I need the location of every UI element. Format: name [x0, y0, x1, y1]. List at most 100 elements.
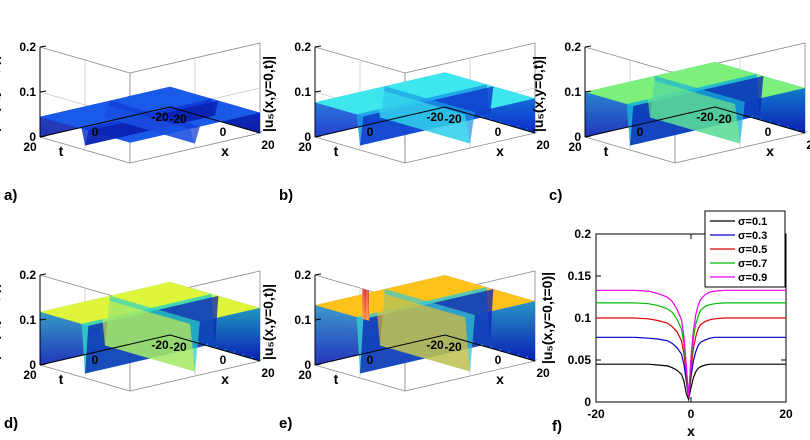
z-tick	[39, 273, 47, 276]
t-axis-label: t	[334, 143, 339, 159]
t-tick-label: -20	[426, 110, 444, 124]
z-axis-label: |u₅(x,y=0,t)|	[0, 56, 1, 132]
x-tick-label: 20	[261, 138, 275, 152]
t-tick-label: 0	[92, 353, 99, 367]
x-axis-label: x	[687, 423, 695, 439]
legend-entry: σ=0.9	[738, 272, 767, 284]
t-tick-label: 0	[92, 125, 99, 139]
mesh-line	[804, 130, 808, 134]
z-tick	[314, 135, 322, 138]
axis-edge	[169, 334, 261, 362]
panel-label: e)	[279, 415, 292, 432]
trough-wall	[375, 291, 470, 372]
z-axis-label: |u₅(x,y=0,t)|	[0, 284, 1, 360]
z-tick	[39, 45, 47, 48]
y-tick-label: 0.2	[574, 227, 591, 241]
axis-edge	[39, 334, 171, 366]
z-tick	[584, 45, 592, 48]
legend-entry: σ=0.5	[738, 244, 767, 256]
x-tick-label: 20	[261, 366, 275, 380]
z-tick-label: 0.2	[564, 40, 581, 54]
peak-spike	[362, 288, 369, 321]
panel-label: b)	[279, 187, 293, 204]
axis-edge	[314, 106, 446, 138]
z-tick-label: 0.2	[294, 268, 311, 282]
x-tick-label: -20	[169, 340, 187, 354]
t-tick-label: 20	[298, 140, 312, 154]
z-tick-label: 0	[29, 358, 36, 372]
t-axis-label: t	[604, 143, 609, 159]
mesh-line	[259, 130, 263, 134]
z-tick	[584, 90, 592, 93]
t-tick-label: 20	[568, 140, 582, 154]
mesh-line	[534, 130, 538, 134]
axis-edge	[714, 106, 806, 134]
x-tick-label: 20	[779, 407, 793, 421]
series-line-0	[596, 363, 786, 402]
z-tick-label: 0.1	[294, 85, 311, 99]
z-tick	[314, 90, 322, 93]
x-tick-label: -20	[714, 112, 732, 126]
axis-edge	[444, 106, 536, 134]
x-tick-label: -20	[444, 340, 462, 354]
z-tick	[584, 135, 592, 138]
t-tick-label: -20	[426, 338, 444, 352]
x-tick-label: -20	[587, 407, 605, 421]
x-tick-label: -20	[169, 112, 187, 126]
z-tick-label: 0.1	[19, 85, 36, 99]
z-tick	[314, 318, 322, 321]
panel-label: c)	[549, 187, 562, 204]
t-tick-label: 20	[298, 368, 312, 382]
z-tick-label: 0.2	[19, 40, 36, 54]
panel-label: d)	[4, 415, 18, 432]
z-tick-label: 0.1	[564, 85, 581, 99]
z-tick-label: 0	[304, 130, 311, 144]
series-line-1	[596, 336, 786, 399]
legend-entry: σ=0.7	[738, 258, 767, 270]
t-tick-label: -20	[151, 338, 169, 352]
z-tick	[39, 318, 47, 321]
z-axis-label: |u₅(x,y=0,t)|	[260, 284, 276, 360]
x-tick-label: 0	[765, 125, 772, 139]
x-axis-label: x	[221, 143, 229, 159]
trough-wall	[645, 78, 740, 144]
t-axis-label: t	[59, 371, 64, 387]
legend-entry: σ=0.3	[738, 230, 767, 242]
z-tick-label: 0.2	[19, 268, 36, 282]
z-tick-label: 0	[29, 130, 36, 144]
z-tick-label: 0	[574, 130, 581, 144]
z-tick	[314, 45, 322, 48]
axis-edge	[584, 106, 716, 138]
mesh-line	[534, 358, 538, 362]
mesh-line	[259, 358, 263, 362]
y-axis-label: |u₅(x,y=0,t=0)|	[539, 272, 555, 364]
t-tick-label: 20	[23, 140, 37, 154]
z-axis-label: |u₅(x,y=0,t)|	[530, 56, 546, 132]
y-tick-label: 0.1	[574, 311, 591, 325]
axis-edge	[444, 334, 536, 362]
y-tick-label: 0.15	[568, 269, 592, 283]
t-tick-label: -20	[696, 110, 714, 124]
t-axis-label: t	[334, 371, 339, 387]
z-tick-label: 0	[304, 358, 311, 372]
t-tick-label: -20	[151, 110, 169, 124]
axis-edge	[169, 106, 261, 134]
panel-f: 00.050.10.150.2-20 0 20σ=0.1σ=0.3σ=0.5σ=0.…	[539, 210, 793, 439]
series-line-4	[596, 289, 786, 398]
x-tick-label: 20	[536, 138, 550, 152]
panel-label: f)	[552, 418, 562, 435]
t-axis-label: t	[59, 143, 64, 159]
z-tick-label: 0.2	[294, 40, 311, 54]
x-tick-label: 0	[495, 125, 502, 139]
z-tick	[314, 273, 322, 276]
x-tick-label: 0	[688, 407, 695, 421]
z-tick	[314, 363, 322, 366]
trough-wall	[375, 88, 470, 144]
z-tick-label: 0.1	[19, 313, 36, 327]
